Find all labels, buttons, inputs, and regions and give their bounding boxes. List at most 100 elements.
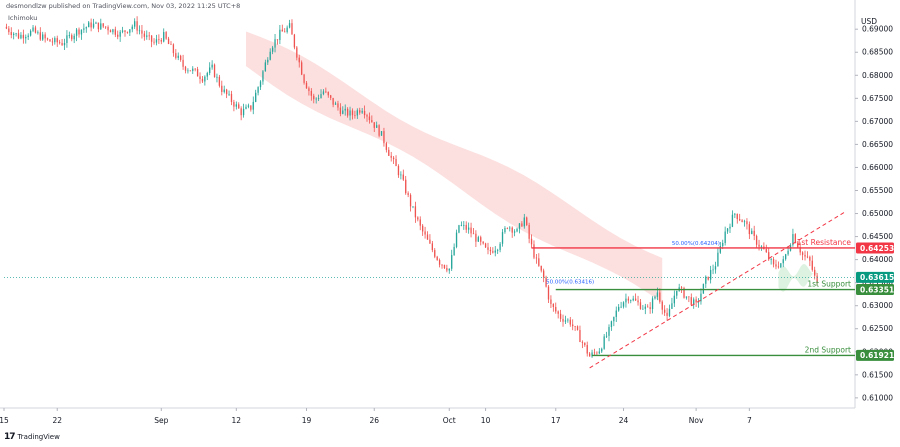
candle-body <box>218 76 221 86</box>
candle-body <box>632 298 634 301</box>
candle <box>586 341 588 357</box>
candle-body <box>310 90 313 96</box>
candle-body <box>366 115 368 117</box>
candle <box>332 97 334 108</box>
candle <box>753 225 755 241</box>
candle-body <box>346 108 349 116</box>
indicator-label[interactable]: Ichimoku <box>8 14 38 22</box>
candle <box>371 115 373 123</box>
candle-body <box>192 68 194 71</box>
candle <box>547 285 550 304</box>
candle <box>797 240 799 248</box>
candle-body <box>731 214 734 227</box>
price-tick-label: 0.67000 <box>862 117 893 126</box>
candle-body <box>49 39 51 42</box>
candle <box>56 35 58 47</box>
candle <box>574 325 576 331</box>
price-badge-label: 0.63615 <box>860 273 894 282</box>
candle <box>349 106 351 121</box>
candle-body <box>605 335 608 337</box>
candle <box>250 105 252 112</box>
candle <box>475 230 477 248</box>
candle <box>233 99 235 112</box>
candle <box>361 108 363 114</box>
candle <box>530 234 533 249</box>
candle <box>187 68 189 74</box>
candle <box>758 239 760 251</box>
candle-body <box>499 243 501 250</box>
tradingview-logo[interactable]: 17 TradingView <box>4 432 60 442</box>
candle <box>562 314 564 327</box>
candle <box>71 33 73 42</box>
candle-body <box>581 341 584 343</box>
candle-body <box>97 22 100 30</box>
candle-body <box>642 308 644 310</box>
candle <box>165 31 167 40</box>
candle <box>489 246 492 255</box>
candle <box>255 89 257 103</box>
candle <box>383 127 385 147</box>
candle <box>666 308 668 321</box>
candle <box>484 242 487 248</box>
candle-body <box>584 342 586 346</box>
candle <box>755 234 758 248</box>
candle-body <box>777 266 780 268</box>
tradingview-logo-text: TradingView <box>17 433 60 441</box>
price-tick-label: 0.61000 <box>862 393 893 402</box>
candle <box>806 251 809 259</box>
candle-body <box>649 307 651 309</box>
candle <box>709 265 712 284</box>
candle <box>429 234 431 245</box>
candle <box>359 107 361 115</box>
candle-body <box>794 234 797 243</box>
candle-body <box>523 217 525 227</box>
candle <box>337 100 339 111</box>
candle <box>618 304 620 312</box>
candle <box>739 213 741 222</box>
candle <box>528 222 530 244</box>
price-axis[interactable]: 0.69000 0.68500 0.68000 0.67500 0.67000 0.665… <box>855 25 893 403</box>
candle <box>172 43 175 57</box>
candle <box>443 264 446 269</box>
candle <box>690 293 692 306</box>
candle-body <box>540 265 542 271</box>
candle <box>13 32 15 40</box>
candle-body <box>743 221 746 223</box>
candle-body <box>29 30 32 36</box>
candle <box>707 276 709 281</box>
candle-body <box>564 320 567 322</box>
candle-body <box>405 179 407 194</box>
candle-body <box>465 224 467 230</box>
candle <box>743 219 746 227</box>
candle-body <box>349 110 351 116</box>
time-axis[interactable]: 15 22 Sep 12 19 26 Oct 10 17 24 Nov 7 <box>0 408 752 425</box>
candle <box>392 156 395 164</box>
candle <box>284 28 286 33</box>
candle <box>308 86 310 96</box>
candle <box>49 38 51 42</box>
currency-label: USD <box>861 17 878 26</box>
candle-body <box>506 228 509 229</box>
candle <box>78 27 80 38</box>
candle-body <box>247 105 250 107</box>
candle <box>126 31 129 34</box>
candle-body <box>146 35 148 37</box>
candle <box>463 221 465 230</box>
candle <box>109 29 112 33</box>
candle <box>182 54 184 70</box>
candle-body <box>129 29 131 33</box>
candle-body <box>504 228 506 233</box>
candle-body <box>748 224 751 235</box>
candle <box>693 297 695 309</box>
candle-body <box>683 288 685 298</box>
candle-body <box>455 232 458 247</box>
candle-body <box>567 319 569 321</box>
candle-body <box>409 194 412 207</box>
time-tick-label: 15 <box>0 416 9 425</box>
candle <box>724 226 726 246</box>
candle-body <box>707 276 709 280</box>
candle-body <box>792 234 794 246</box>
candle <box>300 60 303 76</box>
candle-body <box>22 34 25 39</box>
